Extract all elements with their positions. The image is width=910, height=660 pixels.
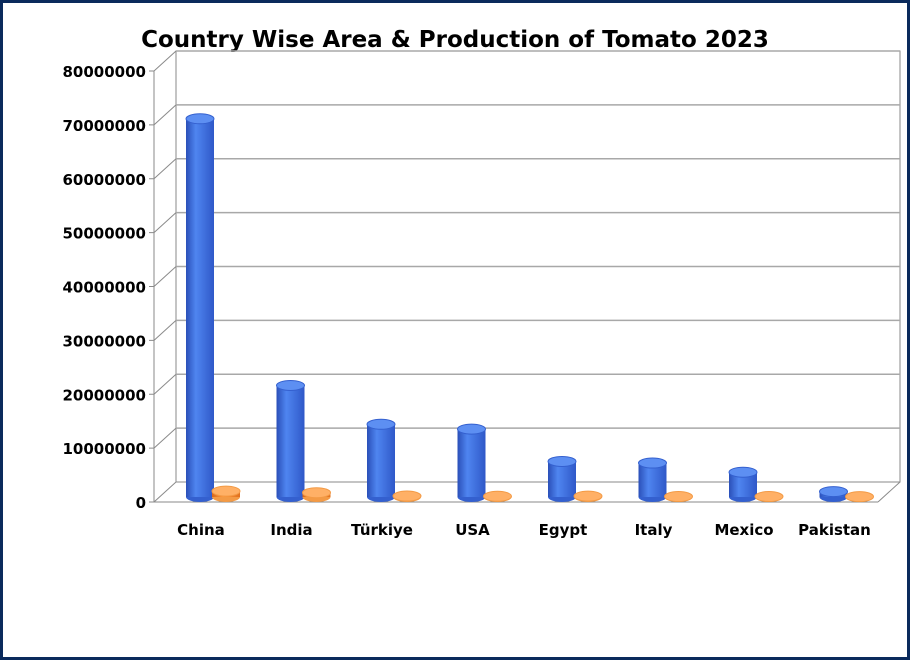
bar-mexico-series-1 [728, 466, 758, 502]
category-labels: China India Türkiye USA Egypt Italy Mexico Paki… [177, 521, 871, 539]
y-tick-label: 80000000 [63, 63, 147, 81]
side-wall-line [153, 212, 177, 233]
chart-bars [185, 113, 874, 503]
y-tick-labels: 0 10000000 20000000 30000000 40000000 5000000… [63, 63, 147, 512]
y-tick-label: 70000000 [63, 117, 147, 135]
y-tick-label: 60000000 [63, 171, 147, 189]
side-wall-line [153, 266, 177, 287]
bar-mexico-series-2 [754, 491, 784, 503]
category-label: Pakistan [798, 521, 871, 539]
bar-egypt-series-2 [573, 490, 603, 502]
bar-india-series-1 [276, 379, 305, 502]
y-tick-label: 40000000 [63, 279, 147, 297]
y-tick-label: 30000000 [63, 332, 147, 350]
bar-usa-series-2 [483, 490, 512, 502]
side-wall-line [153, 50, 177, 72]
bar-türkiye-series-1 [366, 418, 396, 502]
category-label: China [177, 521, 225, 539]
bar-italy-series-1 [638, 457, 667, 502]
category-label: Italy [635, 521, 673, 539]
side-wall-line [153, 104, 177, 126]
category-label: Egypt [539, 521, 588, 539]
bar-türkiye-series-2 [392, 490, 422, 502]
category-label: USA [455, 521, 490, 539]
side-wall-line [153, 158, 177, 180]
tomato-chart: Country Wise Area & Production of Tomato… [63, 27, 901, 539]
category-label: Türkiye [351, 521, 413, 539]
bar-india-series-2 [302, 487, 331, 502]
bar-china-series-1 [185, 113, 215, 502]
side-wall-line [153, 320, 177, 341]
category-label: Mexico [714, 521, 773, 539]
bar-usa-series-1 [457, 423, 486, 502]
chart-axes [149, 50, 901, 503]
bar-china-series-2 [211, 485, 241, 502]
bar-pakistan-series-2 [845, 491, 874, 503]
floor-right-edge [877, 481, 901, 503]
bar-pakistan-series-1 [819, 486, 848, 502]
category-label: India [270, 521, 312, 539]
side-wall-line [153, 427, 177, 449]
y-tick-label: 50000000 [63, 225, 147, 243]
bar-egypt-series-1 [547, 455, 577, 502]
y-tick-label: 20000000 [63, 386, 147, 404]
side-wall-line [153, 373, 177, 395]
y-tick-label: 0 [136, 494, 146, 512]
bar-italy-series-2 [664, 491, 693, 503]
chart-title: Country Wise Area & Production of Tomato… [141, 27, 769, 53]
side-wall-line [153, 481, 177, 503]
y-tick-label: 10000000 [63, 440, 147, 458]
